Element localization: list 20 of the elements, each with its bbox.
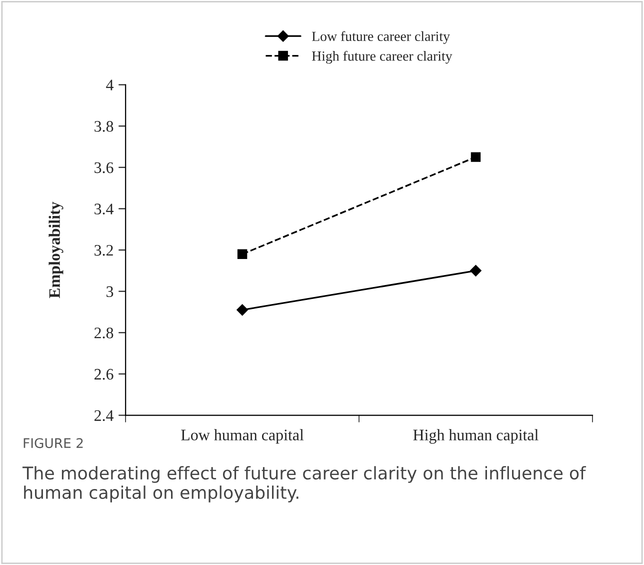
legend-label: Low future career clarity xyxy=(312,31,450,44)
legend-label: High future career clarity xyxy=(312,50,452,64)
y-tick-label: 3.4 xyxy=(94,204,114,214)
point xyxy=(470,265,482,276)
point xyxy=(470,152,481,162)
x-tick-label: Low human capital xyxy=(181,429,304,444)
y-tick-label: 3.8 xyxy=(94,120,114,132)
point xyxy=(236,304,248,316)
y-tick-label: 2.6 xyxy=(94,368,114,380)
text: The moderating effect of future career clarity on the influence of human capital on employability. xyxy=(22,466,586,502)
caption: FIGURE 2 xyxy=(24,438,83,448)
y-tick-label: 2.4 xyxy=(94,410,114,422)
y-tick-label: 3.2 xyxy=(94,244,113,256)
y-tick-label: 2.8 xyxy=(94,328,114,338)
y-tick-label: 3 xyxy=(106,286,114,298)
point xyxy=(237,249,248,260)
y-tick-label: 4 xyxy=(106,80,114,90)
y-axis-title: Employability xyxy=(48,202,64,298)
x-tick-label: High human capital xyxy=(413,429,538,444)
y-tick-label: 3.6 xyxy=(94,162,114,174)
